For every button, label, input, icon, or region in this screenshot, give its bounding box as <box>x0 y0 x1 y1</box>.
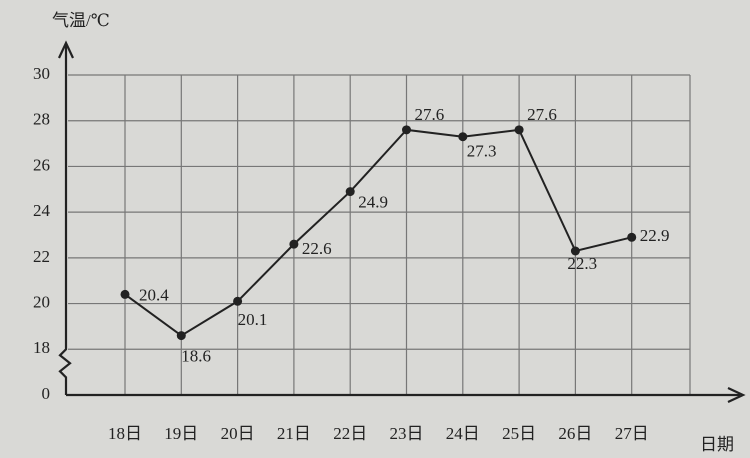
point <box>570 246 580 256</box>
y-tick-label: 30 <box>33 64 50 83</box>
data-label: 24.9 <box>358 192 388 211</box>
data-label: 27.6 <box>527 105 557 124</box>
x-tick-label: 20日 <box>221 424 255 443</box>
y-tick-label: 22 <box>33 247 50 266</box>
y-tick-label: 24 <box>33 201 51 220</box>
x-tick-label: 24日 <box>446 424 480 443</box>
point <box>289 239 299 249</box>
y-tick-label: 0 <box>42 384 51 403</box>
y-axis-arrow <box>58 40 74 59</box>
point <box>233 296 243 306</box>
x-tick-label: 18日 <box>108 424 142 443</box>
data-label: 18.6 <box>181 346 211 365</box>
x-tick-label: 21日 <box>277 424 311 443</box>
data-label: 27.3 <box>467 142 497 161</box>
data-label: 22.6 <box>302 239 332 258</box>
point <box>627 232 637 242</box>
x-axis-label: 日期 <box>700 435 734 454</box>
x-tick-label: 23日 <box>390 424 424 443</box>
data-label: 20.4 <box>139 285 169 304</box>
x-tick-label: 22日 <box>333 424 367 443</box>
data-label: 22.9 <box>640 226 670 245</box>
data-label: 27.6 <box>415 105 445 124</box>
y-axis <box>58 45 72 395</box>
y-tick-label: 26 <box>33 155 50 174</box>
y-tick-label: 28 <box>33 110 50 129</box>
data-label: 22.3 <box>567 254 597 273</box>
y-tick-label: 20 <box>33 292 50 311</box>
x-tick-label: 26日 <box>558 424 592 443</box>
point <box>458 132 468 142</box>
point <box>345 187 355 197</box>
y-axis-label: 气温/℃ <box>52 11 110 30</box>
x-axis-arrow <box>727 387 746 403</box>
point <box>120 289 130 299</box>
x-tick-label: 19日 <box>164 424 198 443</box>
point <box>176 331 186 341</box>
data-label: 20.1 <box>238 310 268 329</box>
x-tick-label: 25日 <box>502 424 536 443</box>
y-tick-label: 18 <box>33 338 50 357</box>
point <box>402 125 411 135</box>
point <box>514 125 524 135</box>
x-tick-label: 27日 <box>615 424 649 443</box>
line <box>124 128 632 337</box>
